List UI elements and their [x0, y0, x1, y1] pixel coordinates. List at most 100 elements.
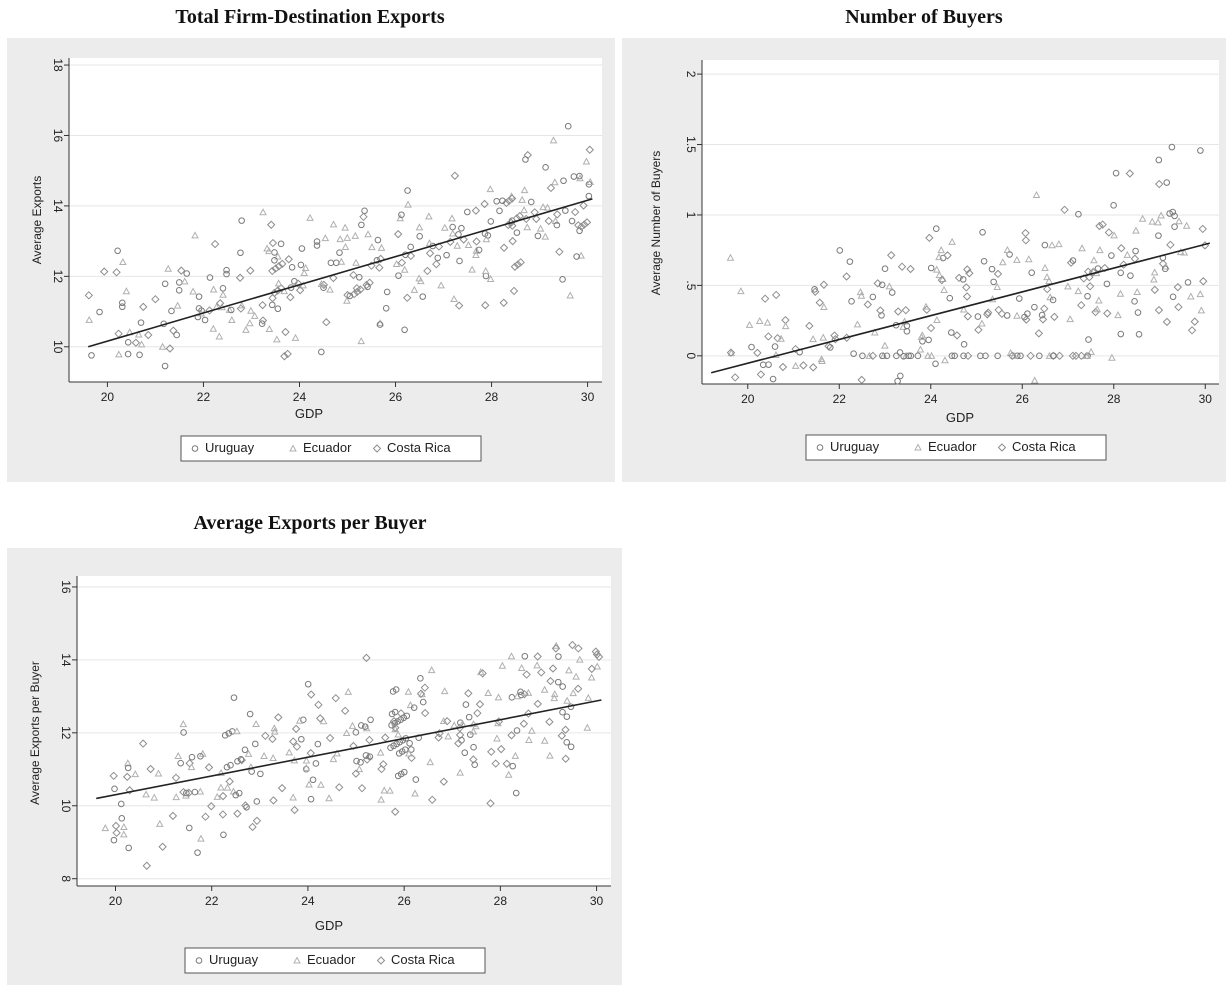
- point-ecuador: [319, 717, 328, 725]
- point-uruguay: [358, 221, 365, 229]
- point-ecuador: [937, 246, 946, 254]
- point-ecuador: [1055, 240, 1063, 248]
- point-ecuador: [1090, 256, 1098, 264]
- point-uruguay: [1169, 293, 1177, 301]
- fit-line: [87, 198, 593, 348]
- point-uruguay: [827, 344, 834, 351]
- point-ecuador: [252, 720, 260, 728]
- point-ecuador: [484, 688, 493, 696]
- point-costa-rica: [487, 747, 496, 757]
- point-costa-rica: [1008, 351, 1017, 361]
- point-ecuador: [809, 335, 817, 343]
- point-uruguay: [137, 319, 145, 326]
- point-ecuador: [131, 770, 140, 778]
- point-costa-rica: [450, 171, 460, 180]
- y-tick-label: 14: [59, 653, 73, 667]
- legend-box: [184, 947, 486, 974]
- point-uruguay: [221, 732, 229, 739]
- point-costa-rica: [246, 266, 255, 275]
- legend-marker-costa-rica: [376, 956, 386, 965]
- point-ecuador: [250, 311, 259, 319]
- point-costa-rica: [842, 272, 851, 281]
- legend-marker-costa-rica: [372, 444, 382, 453]
- point-ecuador: [587, 673, 596, 681]
- point-uruguay: [110, 836, 118, 844]
- point-ecuador: [260, 751, 268, 759]
- point-uruguay: [373, 257, 381, 264]
- legend-label: Ecuador: [307, 952, 356, 967]
- point-ecuador: [444, 732, 453, 740]
- point-costa-rica: [261, 731, 270, 741]
- point-uruguay: [225, 730, 233, 737]
- legend: Uruguay Ecuador Costa Rica: [180, 435, 482, 462]
- point-uruguay: [361, 723, 369, 730]
- point-uruguay: [232, 791, 240, 799]
- legend-label: Ecuador: [303, 440, 352, 455]
- point-uruguay: [366, 753, 374, 760]
- point-uruguay: [1135, 330, 1143, 338]
- point-ecuador: [343, 296, 351, 304]
- point-costa-rica: [537, 668, 546, 677]
- point-ecuador: [540, 685, 549, 693]
- point-costa-rica: [306, 690, 316, 699]
- point-costa-rica: [439, 777, 449, 786]
- point-ecuador: [486, 185, 495, 193]
- point-costa-rica: [760, 294, 770, 303]
- point-costa-rica: [268, 293, 277, 303]
- point-costa-rica: [248, 822, 257, 832]
- point-costa-rica: [1095, 221, 1104, 231]
- point-costa-rica: [362, 755, 372, 764]
- point-ecuador: [1078, 244, 1086, 252]
- point-uruguay: [1166, 210, 1173, 217]
- point-ecuador: [1013, 311, 1021, 319]
- point-uruguay: [461, 749, 469, 757]
- point-costa-rica: [993, 269, 1003, 279]
- point-costa-rica: [561, 725, 570, 734]
- point-uruguay: [960, 341, 968, 348]
- point-uruguay: [534, 232, 542, 240]
- point-ecuador: [476, 668, 485, 676]
- point-costa-rica: [241, 801, 250, 810]
- point-uruguay: [462, 701, 470, 708]
- point-costa-rica: [574, 221, 583, 230]
- point-ecuador: [405, 749, 413, 757]
- point-costa-rica: [365, 278, 374, 287]
- point-costa-rica: [1187, 326, 1197, 335]
- point-costa-rica: [533, 699, 543, 709]
- point-ecuador: [1150, 275, 1158, 283]
- point-ecuador: [1094, 296, 1103, 304]
- point-uruguay: [298, 735, 305, 743]
- point-ecuador: [357, 337, 366, 345]
- point-uruguay: [434, 254, 442, 262]
- x-tick-label: 20: [101, 390, 115, 404]
- point-uruguay: [410, 704, 418, 711]
- point-uruguay: [948, 352, 956, 360]
- point-costa-rica: [158, 842, 167, 851]
- point-ecuador: [918, 331, 927, 339]
- point-ecuador: [191, 231, 199, 239]
- point-uruguay: [919, 337, 926, 345]
- x-tick-label: 30: [1199, 392, 1213, 406]
- point-ecuador: [336, 235, 345, 243]
- point-uruguay: [235, 789, 243, 797]
- point-ecuador: [440, 223, 449, 231]
- point-ecuador: [376, 748, 385, 756]
- point-costa-rica: [1154, 305, 1164, 315]
- point-costa-rica: [283, 349, 292, 359]
- point-uruguay: [271, 256, 278, 264]
- point-uruguay: [403, 712, 411, 720]
- point-uruguay: [769, 375, 777, 383]
- point-costa-rica: [274, 713, 283, 722]
- point-ecuador: [150, 793, 159, 801]
- point-ecuador: [426, 758, 435, 766]
- point-costa-rica: [486, 799, 495, 808]
- point-uruguay: [406, 739, 413, 747]
- point-costa-rica: [555, 247, 564, 257]
- x-tick-label: 20: [741, 392, 755, 406]
- point-ecuador: [494, 693, 503, 701]
- point-uruguay: [88, 352, 95, 359]
- point-costa-rica: [177, 266, 186, 275]
- point-uruguay: [304, 680, 312, 688]
- point-ecuador: [196, 787, 205, 795]
- point-ecuador: [425, 239, 434, 247]
